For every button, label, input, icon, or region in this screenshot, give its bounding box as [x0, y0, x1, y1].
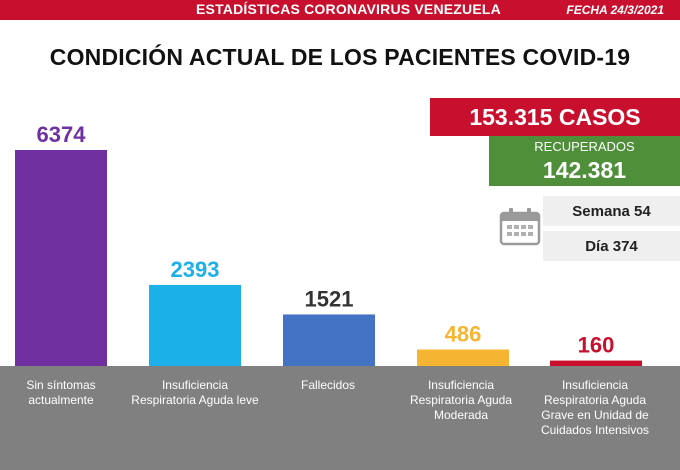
bar-1 [149, 284, 241, 366]
week-label: Semana 54 [572, 202, 651, 220]
category-label-0: Sin síntomas actualmente [26, 378, 96, 407]
top-banner: ESTADÍSTICAS CORONAVIRUS VENEZUELA FECHA… [0, 0, 680, 20]
calendar-icon [499, 208, 541, 246]
cases-box: 153.315 CASOS [430, 98, 680, 136]
report-date: FECHA 24/3/2021 [566, 3, 664, 17]
category-label-1: Insuficiencia Respiratoria Aguda leve [131, 378, 259, 407]
recovered-label: RECUPERADOS [534, 139, 635, 154]
banner-title: ESTADÍSTICAS CORONAVIRUS VENEZUELA [196, 1, 501, 17]
value-label-4: 160 [578, 333, 615, 358]
value-label-0: 6374 [37, 122, 87, 147]
bar-2 [283, 314, 375, 366]
day-label: Día 374 [585, 237, 638, 255]
category-footer [0, 366, 680, 470]
recovered-value: 142.381 [542, 157, 627, 183]
value-label-1: 2393 [171, 257, 220, 282]
category-label-3: Insuficiencia Respiratoria Aguda Moderad… [409, 378, 513, 422]
category-label-2: Fallecidos [300, 378, 356, 392]
value-label-3: 486 [445, 322, 482, 347]
cases-total: 153.315 CASOS [469, 103, 641, 130]
chart-title: CONDICIÓN ACTUAL DE LOS PACIENTES COVID-… [49, 44, 631, 70]
bar-3 [417, 349, 509, 366]
recovered-box: RECUPERADOS 142.381 [489, 136, 680, 186]
bar-4 [550, 360, 642, 366]
bar-0 [15, 150, 107, 366]
day-pill: Día 374 [543, 231, 680, 261]
week-pill: Semana 54 [543, 196, 680, 226]
category-label-4: Insuficiencia Respiratoria Aguda Grave e… [540, 378, 650, 437]
value-label-2: 1521 [305, 286, 354, 311]
